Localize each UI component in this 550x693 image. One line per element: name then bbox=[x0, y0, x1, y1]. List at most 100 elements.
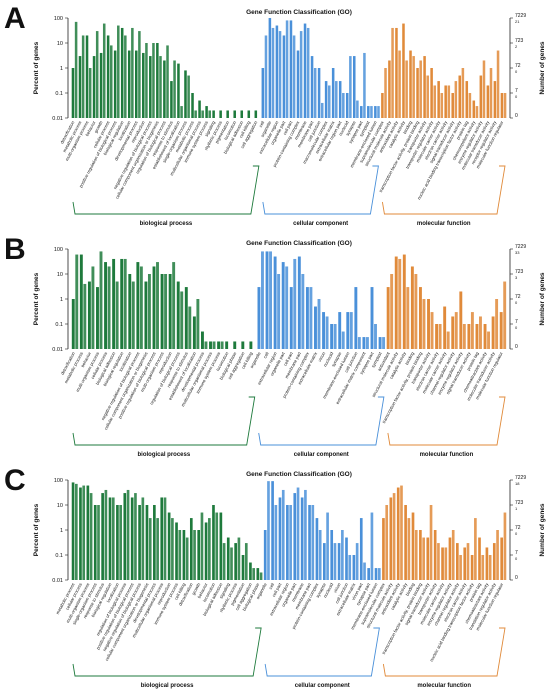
bar bbox=[382, 518, 385, 580]
bar bbox=[486, 85, 490, 118]
bar bbox=[79, 487, 82, 580]
bar bbox=[296, 487, 300, 580]
bar bbox=[423, 56, 426, 118]
bar bbox=[209, 341, 212, 349]
bar bbox=[437, 543, 440, 580]
bar bbox=[454, 312, 458, 349]
bar bbox=[395, 27, 398, 118]
bar bbox=[269, 251, 272, 349]
bar bbox=[308, 505, 311, 580]
bar bbox=[75, 254, 79, 349]
bar bbox=[277, 274, 281, 349]
bar bbox=[249, 341, 253, 349]
bar bbox=[496, 530, 499, 580]
bar bbox=[188, 306, 192, 349]
bar bbox=[138, 31, 141, 118]
bar bbox=[91, 266, 95, 349]
y-tick-label-right: 7 bbox=[515, 550, 518, 556]
bar bbox=[247, 110, 251, 118]
bar bbox=[485, 547, 489, 580]
bar bbox=[225, 341, 229, 349]
bar bbox=[459, 291, 463, 349]
bar bbox=[487, 331, 490, 349]
bar bbox=[170, 81, 173, 118]
bar bbox=[200, 512, 204, 580]
x-tick-label: cell part bbox=[282, 119, 294, 135]
y-tick-label-left: 0.1 bbox=[55, 322, 63, 328]
bar bbox=[139, 266, 143, 349]
y-tick-label-right-secondary: 21 bbox=[515, 19, 520, 24]
bar bbox=[281, 489, 285, 580]
bar bbox=[382, 337, 386, 349]
bar bbox=[81, 35, 85, 118]
bar bbox=[324, 81, 328, 118]
group-bracket bbox=[381, 165, 506, 215]
bar bbox=[123, 493, 127, 580]
bar bbox=[289, 20, 293, 118]
bar bbox=[184, 287, 188, 349]
bar bbox=[317, 299, 321, 349]
bar bbox=[451, 316, 455, 349]
bar bbox=[141, 497, 145, 580]
bar bbox=[381, 93, 384, 118]
bar bbox=[156, 518, 159, 580]
bar bbox=[163, 497, 167, 580]
bar bbox=[330, 530, 334, 580]
y-tick-label-right-secondary: 18 bbox=[515, 481, 520, 486]
bar bbox=[198, 100, 201, 118]
bar bbox=[479, 75, 483, 118]
bar bbox=[156, 43, 159, 118]
bar bbox=[451, 93, 454, 118]
bar bbox=[472, 100, 476, 118]
bar bbox=[89, 493, 93, 580]
bar bbox=[278, 31, 282, 118]
bar bbox=[500, 93, 504, 118]
bar bbox=[468, 93, 472, 118]
bar bbox=[153, 505, 156, 580]
y-tick-label-right-secondary: 3 bbox=[515, 275, 518, 280]
bar bbox=[104, 262, 108, 349]
bar bbox=[230, 547, 233, 580]
bar bbox=[259, 572, 263, 580]
bar bbox=[377, 568, 381, 580]
y-tick-label-left: 0.01 bbox=[52, 116, 63, 122]
bar bbox=[496, 50, 500, 118]
bar bbox=[500, 537, 504, 580]
bar bbox=[286, 505, 289, 580]
bar bbox=[402, 254, 406, 349]
bar bbox=[264, 35, 268, 118]
bar bbox=[365, 337, 369, 349]
bar bbox=[341, 530, 344, 580]
bar bbox=[407, 518, 411, 580]
group-label: molecular function bbox=[420, 452, 474, 458]
y-axis-label-left: Percent of genes bbox=[33, 503, 40, 556]
bar bbox=[281, 262, 285, 349]
bar bbox=[305, 287, 309, 349]
y-tick-label-right-secondary: 0 bbox=[515, 69, 518, 74]
bar bbox=[164, 274, 168, 349]
chart-title: Gene Function Classification (GO) bbox=[246, 240, 352, 247]
bar bbox=[256, 568, 260, 580]
bar bbox=[278, 497, 282, 580]
bar bbox=[313, 68, 317, 118]
bar bbox=[268, 18, 272, 118]
bar bbox=[293, 258, 297, 349]
bar bbox=[466, 543, 470, 580]
bar bbox=[475, 324, 479, 349]
bar bbox=[142, 52, 145, 118]
bar bbox=[204, 522, 208, 580]
bar bbox=[318, 530, 322, 580]
x-tick-label: binding bbox=[402, 120, 413, 135]
y-tick-label-right: 7229 bbox=[515, 13, 526, 19]
bar bbox=[83, 283, 87, 349]
x-tick-label: cell part bbox=[282, 350, 294, 366]
bar bbox=[194, 110, 197, 118]
bar bbox=[311, 505, 315, 580]
bar bbox=[168, 274, 172, 349]
group-label: biological process bbox=[141, 683, 194, 689]
bar bbox=[416, 68, 419, 118]
bar bbox=[261, 251, 264, 349]
y-tick-label-right: 72 bbox=[515, 525, 521, 531]
bar bbox=[499, 312, 503, 349]
bar bbox=[315, 518, 319, 580]
